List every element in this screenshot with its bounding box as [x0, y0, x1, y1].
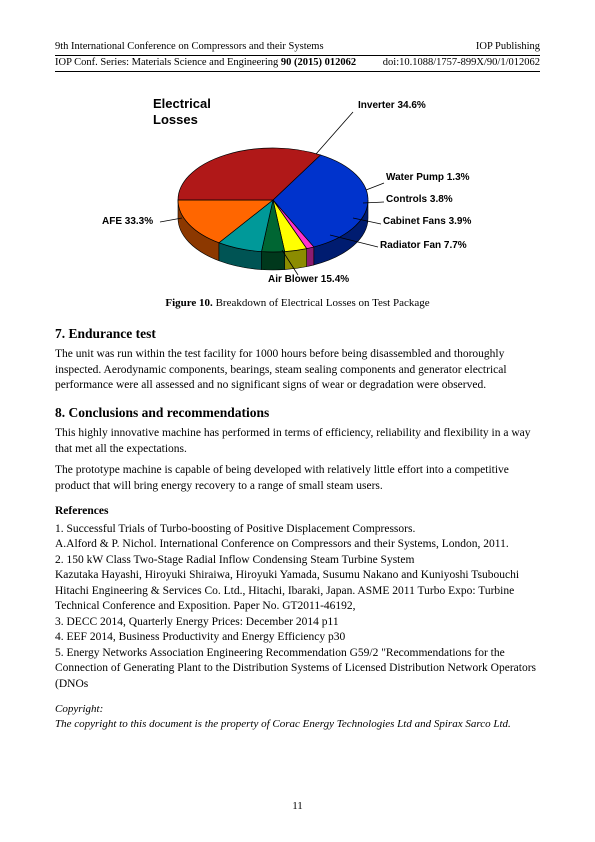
copyright-text: The copyright to this document is the pr… — [55, 717, 540, 732]
reference-item: A.Alford & P. Nichol. International Conf… — [55, 537, 540, 553]
figure-caption-text: Breakdown of Electrical Losses on Test P… — [213, 297, 430, 309]
section-7-title: 7. Endurance test — [55, 325, 540, 343]
svg-text:Controls 3.8%: Controls 3.8% — [386, 194, 453, 205]
header-line-2: IOP Conf. Series: Materials Science and … — [55, 56, 540, 72]
svg-text:Inverter 34.6%: Inverter 34.6% — [358, 100, 426, 111]
series-info: IOP Conf. Series: Materials Science and … — [55, 56, 356, 70]
pie-chart-figure: Inverter 34.6% Water Pump 1.3% Controls 3.… — [55, 90, 540, 290]
running-header: 9th International Conference on Compress… — [55, 40, 540, 72]
section-8-body-2: The prototype machine is capable of bein… — [55, 463, 540, 494]
reference-item: 5. Energy Networks Association Engineeri… — [55, 646, 540, 693]
copyright-label: Copyright: — [55, 702, 540, 717]
svg-text:Water Pump 1.3%: Water Pump 1.3% — [386, 172, 470, 183]
reference-item: 4. EEF 2014, Business Productivity and E… — [55, 630, 540, 646]
figure-caption: Figure 10. Breakdown of Electrical Losse… — [55, 296, 540, 311]
header-line-1: 9th International Conference on Compress… — [55, 40, 540, 56]
section-7-body: The unit was run within the test facilit… — [55, 347, 540, 394]
reference-item: Hitachi Engineering & Services Co. Ltd.,… — [55, 584, 540, 615]
pie-chart-svg: Inverter 34.6% Water Pump 1.3% Controls 3.… — [98, 90, 498, 290]
section-8-body-1: This highly innovative machine has perfo… — [55, 426, 540, 457]
conference-name: 9th International Conference on Compress… — [55, 40, 324, 54]
references-list: 1. Successful Trials of Turbo-boosting o… — [55, 522, 540, 693]
svg-text:AFE 33.3%: AFE 33.3% — [102, 216, 153, 227]
page-number: 11 — [0, 799, 595, 814]
reference-item: 2. 150 kW Class Two-Stage Radial Inflow … — [55, 553, 540, 569]
doi: doi:10.1088/1757-899X/90/1/012062 — [383, 56, 540, 70]
svg-text:Air Blower 15.4%: Air Blower 15.4% — [268, 274, 349, 285]
volume-info: 90 (2015) 012062 — [281, 57, 356, 68]
reference-item: 3. DECC 2014, Quarterly Energy Prices: D… — [55, 615, 540, 631]
svg-text:Electrical: Electrical — [153, 96, 211, 111]
figure-number: Figure 10. — [165, 297, 212, 309]
publisher-name: IOP Publishing — [476, 40, 540, 54]
references-title: References — [55, 504, 540, 520]
reference-item: Kazutaka Hayashi, Hiroyuki Shiraiwa, Hir… — [55, 568, 540, 584]
svg-text:Cabinet Fans 3.9%: Cabinet Fans 3.9% — [383, 216, 471, 227]
svg-text:Radiator Fan 7.7%: Radiator Fan 7.7% — [380, 240, 467, 251]
section-8-title: 8. Conclusions and recommendations — [55, 404, 540, 422]
series-name: IOP Conf. Series: Materials Science and … — [55, 57, 278, 68]
svg-text:Losses: Losses — [153, 112, 198, 127]
reference-item: 1. Successful Trials of Turbo-boosting o… — [55, 522, 540, 538]
